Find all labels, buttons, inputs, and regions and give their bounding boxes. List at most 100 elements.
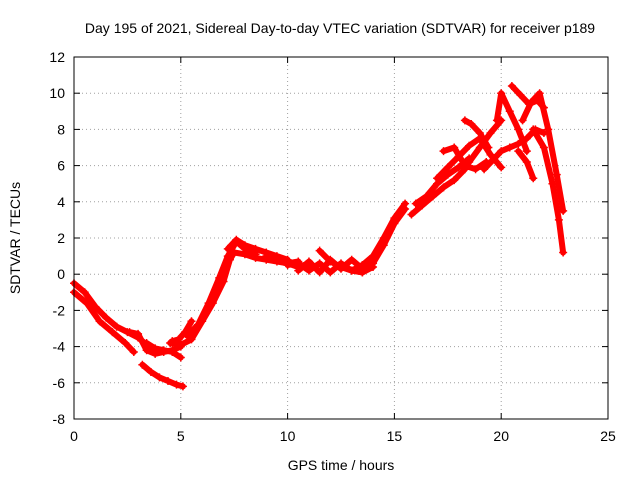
data-point-marker	[193, 320, 202, 329]
series-arc-20	[439, 143, 491, 174]
data-point-marker	[125, 328, 134, 337]
chart-title: Day 195 of 2021, Sidereal Day-to-day VTE…	[85, 20, 595, 36]
data-traces	[70, 81, 568, 391]
data-point-marker	[559, 248, 568, 257]
data-point-marker	[176, 353, 185, 362]
data-point-marker	[522, 157, 531, 166]
y-tick-label: 2	[57, 230, 65, 246]
data-point-marker	[480, 165, 489, 174]
data-point-marker	[379, 234, 388, 242]
data-point-marker	[518, 116, 527, 125]
data-point-marker	[369, 252, 378, 261]
data-point-marker	[492, 116, 501, 125]
data-point-marker	[358, 261, 367, 270]
data-point-marker	[486, 150, 495, 159]
data-point-marker	[516, 91, 525, 100]
data-point-marker	[262, 252, 271, 261]
data-point-marker	[439, 147, 448, 156]
data-point-marker	[326, 268, 335, 277]
data-point-marker	[240, 250, 249, 259]
data-point-marker	[497, 147, 506, 156]
data-point-marker	[497, 89, 506, 98]
data-point-marker	[187, 317, 196, 326]
data-point-marker	[559, 206, 568, 215]
x-tick-label: 20	[493, 428, 509, 444]
series-band	[167, 249, 238, 348]
data-point-marker	[232, 235, 241, 244]
data-point-marker	[315, 259, 324, 268]
data-point-marker	[407, 210, 416, 219]
data-point-marker	[422, 192, 431, 201]
x-axis-label: GPS time / hours	[288, 457, 395, 473]
data-point-marker	[215, 273, 224, 282]
data-point-marker	[390, 214, 399, 223]
data-point-marker	[401, 199, 410, 208]
data-point-marker	[168, 337, 177, 346]
data-point-marker	[251, 253, 260, 262]
data-point-marker	[486, 129, 495, 138]
series-arc-16	[358, 199, 410, 270]
data-point-marker	[347, 255, 356, 264]
data-point-marker	[155, 373, 164, 382]
data-point-marker	[176, 340, 185, 349]
data-point-marker	[450, 176, 459, 185]
series-arc-24	[492, 89, 531, 156]
data-point-marker	[326, 257, 335, 266]
data-point-marker	[112, 322, 121, 331]
data-point-marker	[134, 329, 143, 338]
data-point-marker	[369, 259, 378, 268]
data-point-marker	[102, 313, 111, 322]
data-point-marker	[204, 299, 213, 308]
data-point-marker	[187, 335, 196, 344]
data-point-marker	[138, 360, 147, 369]
data-point-marker	[548, 179, 557, 188]
y-tick-label: 10	[49, 85, 65, 101]
data-point-marker	[514, 125, 523, 134]
series-band	[515, 148, 537, 182]
data-point-marker	[272, 253, 281, 262]
series-arc-5	[142, 338, 185, 362]
data-point-marker	[183, 331, 192, 340]
y-tick-label: -8	[53, 411, 66, 427]
data-point-marker	[315, 246, 324, 255]
data-point-marker	[251, 244, 260, 253]
data-point-marker	[315, 268, 324, 277]
data-point-marker	[240, 241, 249, 250]
data-point-marker	[142, 338, 151, 347]
data-point-marker	[80, 288, 89, 297]
data-point-marker	[168, 348, 177, 357]
data-point-marker	[439, 183, 448, 192]
data-point-marker	[497, 163, 506, 172]
data-point-marker	[471, 165, 480, 174]
series-band	[408, 166, 468, 218]
data-point-marker	[337, 262, 345, 271]
data-point-marker	[488, 156, 497, 165]
data-point-marker	[454, 163, 463, 172]
data-point-marker	[450, 143, 459, 152]
y-axis-ticks: -8 -6 -4 -2 0 2 4 6 8 10 12	[49, 49, 608, 427]
data-point-marker	[223, 252, 232, 261]
series-arc-4	[138, 360, 187, 391]
data-point-marker	[347, 266, 356, 275]
series-arc-28	[529, 125, 568, 257]
data-point-marker	[443, 163, 452, 172]
data-point-marker	[178, 382, 187, 391]
x-tick-label: 5	[177, 428, 185, 444]
data-point-marker	[433, 174, 442, 183]
y-axis-label: SDTVAR / TECUs	[7, 182, 23, 294]
data-point-marker	[544, 125, 553, 134]
data-point-marker	[522, 147, 531, 156]
series-arc-26	[514, 147, 538, 183]
data-point-marker	[535, 89, 544, 98]
data-point-marker	[174, 335, 183, 344]
data-point-marker	[358, 268, 367, 277]
data-point-marker	[82, 299, 91, 308]
data-point-marker	[294, 259, 303, 268]
data-point-marker	[151, 344, 160, 353]
data-point-marker	[539, 143, 548, 152]
data-point-marker	[172, 380, 181, 389]
series-band	[466, 117, 505, 165]
data-point-marker	[142, 346, 151, 355]
data-point-marker	[146, 367, 155, 376]
